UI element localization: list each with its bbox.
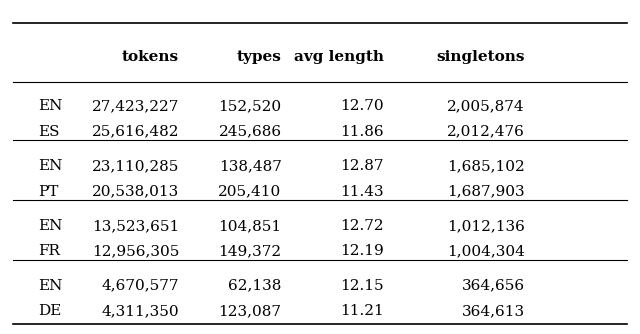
Text: 2,012,476: 2,012,476 — [447, 125, 525, 139]
Text: tokens: tokens — [122, 50, 179, 64]
Text: 152,520: 152,520 — [218, 99, 282, 113]
Text: 23,110,285: 23,110,285 — [92, 159, 179, 173]
Text: 205,410: 205,410 — [218, 185, 282, 198]
Text: 2,005,874: 2,005,874 — [447, 99, 525, 113]
Text: EN: EN — [38, 99, 63, 113]
Text: singletons: singletons — [436, 50, 525, 64]
Text: 12.72: 12.72 — [340, 219, 384, 233]
Text: 138,487: 138,487 — [219, 159, 282, 173]
Text: 364,656: 364,656 — [461, 279, 525, 293]
Text: 4,670,577: 4,670,577 — [102, 279, 179, 293]
Text: 1,012,136: 1,012,136 — [447, 219, 525, 233]
Text: 364,613: 364,613 — [461, 304, 525, 318]
Text: 1,687,903: 1,687,903 — [447, 185, 525, 198]
Text: avg length: avg length — [294, 50, 384, 64]
Text: 20,538,013: 20,538,013 — [92, 185, 179, 198]
Text: 12.87: 12.87 — [340, 159, 384, 173]
Text: DE: DE — [38, 304, 62, 318]
Text: 13,523,651: 13,523,651 — [92, 219, 179, 233]
Text: 12.70: 12.70 — [340, 99, 384, 113]
Text: 245,686: 245,686 — [218, 125, 282, 139]
Text: 4,311,350: 4,311,350 — [102, 304, 179, 318]
Text: 104,851: 104,851 — [218, 219, 282, 233]
Text: 62,138: 62,138 — [228, 279, 282, 293]
Text: EN: EN — [38, 219, 63, 233]
Text: PT: PT — [38, 185, 59, 198]
Text: 1,004,304: 1,004,304 — [447, 244, 525, 259]
Text: EN: EN — [38, 279, 63, 293]
Text: types: types — [237, 50, 282, 64]
Text: FR: FR — [38, 244, 60, 259]
Text: 123,087: 123,087 — [219, 304, 282, 318]
Text: 11.21: 11.21 — [340, 304, 384, 318]
Text: 11.86: 11.86 — [340, 125, 384, 139]
Text: 12.15: 12.15 — [340, 279, 384, 293]
Text: 12.19: 12.19 — [340, 244, 384, 259]
Text: 1,685,102: 1,685,102 — [447, 159, 525, 173]
Text: EN: EN — [38, 159, 63, 173]
Text: ES: ES — [38, 125, 60, 139]
Text: 27,423,227: 27,423,227 — [92, 99, 179, 113]
Text: 25,616,482: 25,616,482 — [92, 125, 179, 139]
Text: 149,372: 149,372 — [218, 244, 282, 259]
Text: 11.43: 11.43 — [340, 185, 384, 198]
Text: 12,956,305: 12,956,305 — [92, 244, 179, 259]
